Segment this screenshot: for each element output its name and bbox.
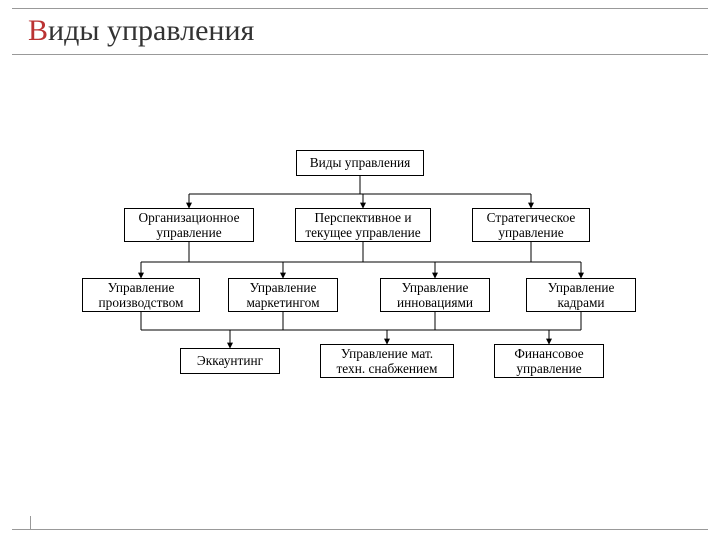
node-n1: Организационное управление <box>124 208 254 242</box>
node-m4: Управление кадрами <box>526 278 636 312</box>
org-chart: Виды управления Организационное управлени… <box>0 140 720 480</box>
node-m3: Управление инновациями <box>380 278 490 312</box>
top-rule-1 <box>12 8 708 9</box>
node-b1: Эккаунтинг <box>180 348 280 374</box>
bottom-tick <box>30 516 31 530</box>
slide: Виды управления Виды управления Организац… <box>0 0 720 540</box>
node-m2: Управление маркетингом <box>228 278 338 312</box>
node-n3: Стратегическое управление <box>472 208 590 242</box>
title-rest: иды управления <box>48 14 254 47</box>
top-rule-2 <box>12 54 708 55</box>
title-accent: В <box>28 14 48 47</box>
node-b2: Управление мат. техн. снабжением <box>320 344 454 378</box>
node-b3: Финансовое управление <box>494 344 604 378</box>
node-n2: Перспективное и текущее управление <box>295 208 431 242</box>
node-root: Виды управления <box>296 150 424 176</box>
node-m1: Управление производством <box>82 278 200 312</box>
bottom-rule <box>12 529 708 530</box>
page-title: Виды управления <box>28 14 254 48</box>
